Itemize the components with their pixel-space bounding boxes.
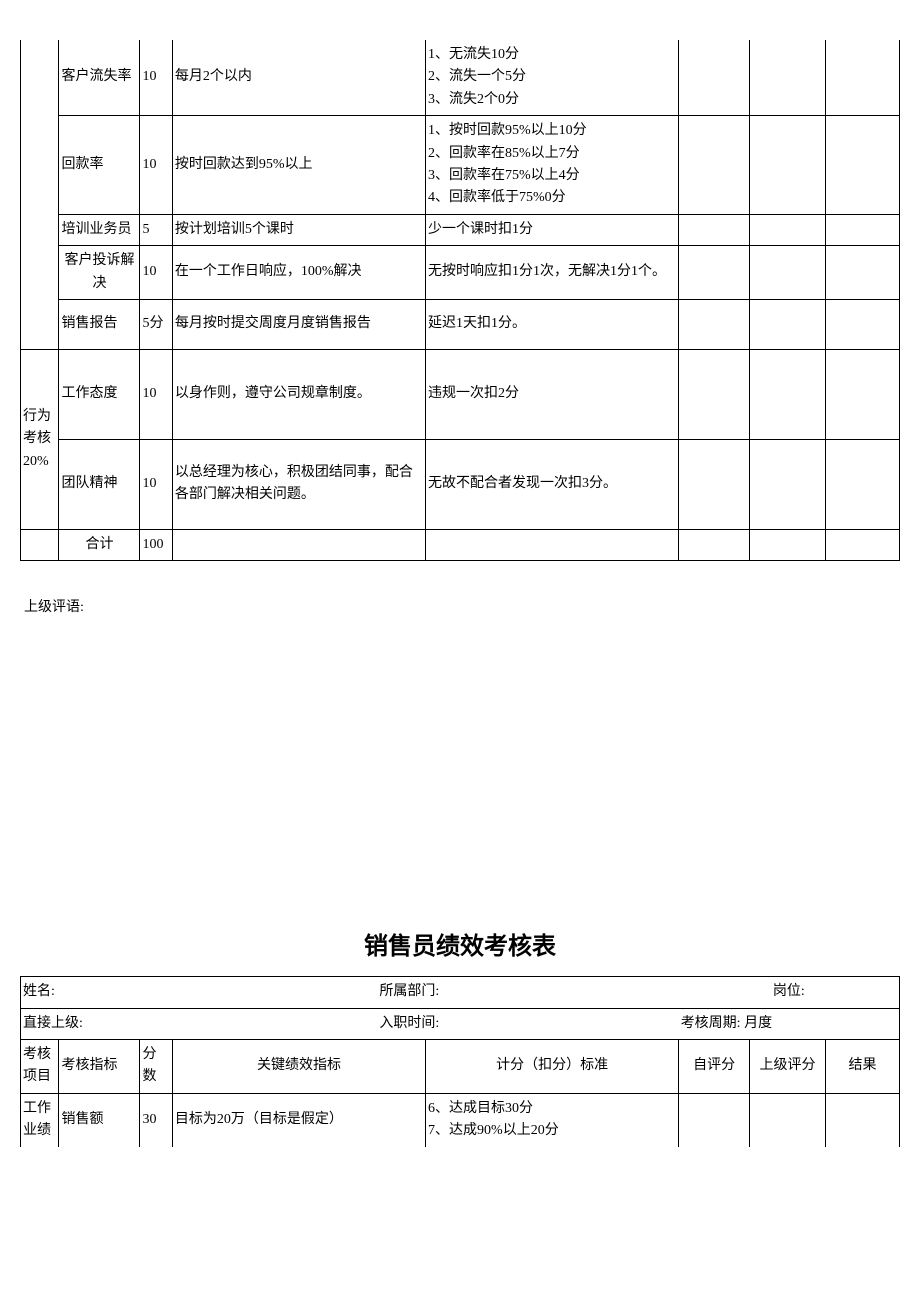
- self-score-cell: [679, 529, 750, 560]
- supervisor-score-cell: [750, 246, 826, 300]
- metric-cell: 回款率: [59, 116, 140, 215]
- kpi-cell: 在一个工作日响应，100%解决: [172, 246, 425, 300]
- table-row: 合计100: [21, 529, 900, 560]
- kpi-cell: [172, 529, 425, 560]
- score-cell: 30: [140, 1093, 172, 1146]
- kpi-cell: 每月按时提交周度月度销售报告: [172, 299, 425, 349]
- category-cell: 工作业绩: [21, 1093, 59, 1146]
- score-cell: 10: [140, 40, 172, 116]
- info-row: 姓名:所属部门:岗位:: [21, 977, 900, 1008]
- info-row: 直接上级:入职时间:考核周期: 月度: [21, 1008, 900, 1039]
- self-score-cell: [679, 349, 750, 439]
- header-kpi: 关键绩效指标: [172, 1040, 425, 1094]
- supervisor-label: 直接上级:: [21, 1008, 140, 1039]
- supervisor-score-cell: [750, 1093, 826, 1146]
- header-row: 考核项目考核指标分数关键绩效指标计分（扣分）标准自评分上级评分结果: [21, 1040, 900, 1094]
- result-cell: [825, 439, 899, 529]
- category-cell: 行为考核20%: [21, 349, 59, 529]
- self-score-cell: [679, 40, 750, 116]
- metric-cell: 销售报告: [59, 299, 140, 349]
- kpi-cell: 每月2个以内: [172, 40, 425, 116]
- total-score: 100: [140, 529, 172, 560]
- table-row: 培训业务员5按计划培训5个课时少一个课时扣1分: [21, 214, 900, 245]
- hiredate-label: 入职时间:: [140, 1008, 679, 1039]
- comment-space: [20, 616, 900, 896]
- name-label: 姓名:: [21, 977, 140, 1008]
- supervisor-score-cell: [750, 214, 826, 245]
- supervisor-comment-label: 上级评语:: [24, 596, 900, 616]
- kpi-cell: 按时回款达到95%以上: [172, 116, 425, 215]
- category-cell: [21, 40, 59, 349]
- position-label: 岗位:: [679, 977, 900, 1008]
- table-row: 销售报告5分每月按时提交周度月度销售报告延迟1天扣1分。: [21, 299, 900, 349]
- kpi-cell: 目标为20万（目标是假定）: [172, 1093, 425, 1146]
- supervisor-score-cell: [750, 40, 826, 116]
- result-cell: [825, 529, 899, 560]
- supervisor-score-cell: [750, 299, 826, 349]
- criteria-cell: 违规一次扣2分: [426, 349, 679, 439]
- kpi-cell: 以身作则，遵守公司规章制度。: [172, 349, 425, 439]
- table2-title: 销售员绩效考核表: [20, 926, 900, 961]
- self-score-cell: [679, 246, 750, 300]
- header-criteria: 计分（扣分）标准: [426, 1040, 679, 1094]
- table-row: 客户流失率10每月2个以内1、无流失10分2、流失一个5分3、流失2个0分: [21, 40, 900, 116]
- supervisor-score-cell: [750, 529, 826, 560]
- self-score-cell: [679, 299, 750, 349]
- metric-cell: 客户投诉解决: [59, 246, 140, 300]
- result-cell: [825, 40, 899, 116]
- self-score-cell: [679, 214, 750, 245]
- table-row: 工作业绩销售额30目标为20万（目标是假定）6、达成目标30分7、达成90%以上…: [21, 1093, 900, 1146]
- metric-cell: 客户流失率: [59, 40, 140, 116]
- metric-cell: 销售额: [59, 1093, 140, 1146]
- supervisor-score-cell: [750, 349, 826, 439]
- dept-label: 所属部门:: [140, 977, 679, 1008]
- performance-table-1: 客户流失率10每月2个以内1、无流失10分2、流失一个5分3、流失2个0分回款率…: [20, 40, 900, 561]
- supervisor-score-cell: [750, 439, 826, 529]
- metric-cell: 工作态度: [59, 349, 140, 439]
- period-label: 考核周期: 月度: [679, 1008, 900, 1039]
- score-cell: 10: [140, 246, 172, 300]
- result-cell: [825, 246, 899, 300]
- score-cell: 5分: [140, 299, 172, 349]
- kpi-cell: 以总经理为核心，积极团结同事，配合各部门解决相关问题。: [172, 439, 425, 529]
- score-cell: 10: [140, 439, 172, 529]
- header-metric: 考核指标: [59, 1040, 140, 1094]
- table-row: 团队精神10以总经理为核心，积极团结同事，配合各部门解决相关问题。无故不配合者发…: [21, 439, 900, 529]
- category-cell: [21, 529, 59, 560]
- result-cell: [825, 116, 899, 215]
- performance-table-2: 姓名:所属部门:岗位:直接上级:入职时间:考核周期: 月度考核项目考核指标分数关…: [20, 976, 900, 1146]
- result-cell: [825, 299, 899, 349]
- criteria-cell: [426, 529, 679, 560]
- header-self: 自评分: [679, 1040, 750, 1094]
- result-cell: [825, 214, 899, 245]
- table-row: 行为考核20%工作态度10以身作则，遵守公司规章制度。违规一次扣2分: [21, 349, 900, 439]
- header-result: 结果: [826, 1040, 900, 1094]
- score-cell: 10: [140, 349, 172, 439]
- result-cell: [826, 1093, 900, 1146]
- criteria-cell: 延迟1天扣1分。: [426, 299, 679, 349]
- criteria-cell: 少一个课时扣1分: [426, 214, 679, 245]
- metric-cell: 培训业务员: [59, 214, 140, 245]
- criteria-cell: 1、按时回款95%以上10分2、回款率在85%以上7分3、回款率在75%以上4分…: [426, 116, 679, 215]
- header-category: 考核项目: [21, 1040, 59, 1094]
- criteria-cell: 无故不配合者发现一次扣3分。: [426, 439, 679, 529]
- table-row: 回款率10按时回款达到95%以上1、按时回款95%以上10分2、回款率在85%以…: [21, 116, 900, 215]
- header-score: 分数: [140, 1040, 172, 1094]
- total-label: 合计: [59, 529, 140, 560]
- kpi-cell: 按计划培训5个课时: [172, 214, 425, 245]
- criteria-cell: 1、无流失10分2、流失一个5分3、流失2个0分: [426, 40, 679, 116]
- score-cell: 5: [140, 214, 172, 245]
- self-score-cell: [679, 116, 750, 215]
- supervisor-score-cell: [750, 116, 826, 215]
- metric-cell: 团队精神: [59, 439, 140, 529]
- self-score-cell: [679, 439, 750, 529]
- criteria-cell: 无按时响应扣1分1次，无解决1分1个。: [426, 246, 679, 300]
- criteria-cell: 6、达成目标30分7、达成90%以上20分: [426, 1093, 679, 1146]
- table-row: 客户投诉解决10在一个工作日响应，100%解决无按时响应扣1分1次，无解决1分1…: [21, 246, 900, 300]
- score-cell: 10: [140, 116, 172, 215]
- self-score-cell: [679, 1093, 750, 1146]
- result-cell: [825, 349, 899, 439]
- header-sup: 上级评分: [750, 1040, 826, 1094]
